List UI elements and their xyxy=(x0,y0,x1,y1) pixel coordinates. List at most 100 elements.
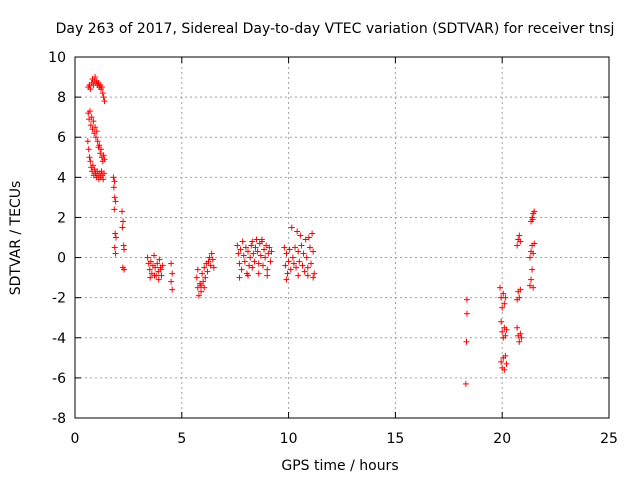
data-point xyxy=(247,254,254,261)
data-point xyxy=(236,260,243,267)
data-point xyxy=(514,242,521,249)
data-point xyxy=(235,250,242,257)
data-point xyxy=(200,278,207,285)
data-point xyxy=(463,338,470,345)
data-point xyxy=(253,236,260,243)
y-tick-label: 8 xyxy=(57,90,66,106)
data-point xyxy=(295,272,302,279)
data-point xyxy=(151,252,158,259)
data-point xyxy=(262,254,269,261)
y-tick-label: 6 xyxy=(57,130,66,146)
data-point xyxy=(241,258,248,265)
data-point xyxy=(152,264,159,271)
data-point xyxy=(157,266,164,273)
data-point xyxy=(100,94,107,101)
data-point xyxy=(92,134,99,141)
data-point xyxy=(111,244,118,251)
data-point xyxy=(254,248,261,255)
data-point xyxy=(87,122,94,129)
data-point xyxy=(498,358,505,365)
data-point xyxy=(501,300,508,307)
data-point xyxy=(112,198,119,205)
data-point xyxy=(498,318,505,325)
data-point xyxy=(88,114,95,121)
data-point xyxy=(89,162,96,169)
data-point xyxy=(298,242,305,249)
data-point xyxy=(238,266,245,273)
data-point xyxy=(198,282,205,289)
data-point xyxy=(86,154,93,161)
data-point xyxy=(98,146,105,153)
data-point xyxy=(310,248,317,255)
data-point xyxy=(242,244,249,251)
data-point xyxy=(516,338,523,345)
data-point xyxy=(296,258,303,265)
y-tick-label: 2 xyxy=(57,210,66,226)
data-point xyxy=(517,286,524,293)
data-point xyxy=(528,276,535,283)
data-point xyxy=(87,158,94,165)
data-point xyxy=(516,294,523,301)
data-point xyxy=(118,208,125,215)
y-tick-label: 0 xyxy=(57,251,66,267)
data-point xyxy=(303,254,310,261)
data-point xyxy=(121,266,128,273)
plot-frame xyxy=(74,56,610,419)
data-point xyxy=(290,260,297,267)
data-point xyxy=(263,242,270,249)
data-point xyxy=(266,244,273,251)
data-point xyxy=(234,242,241,249)
data-point xyxy=(526,282,533,289)
data-point xyxy=(284,270,291,277)
data-point xyxy=(304,264,311,271)
data-point xyxy=(304,272,311,279)
data-point xyxy=(156,256,163,263)
data-point xyxy=(311,270,318,277)
x-tick-label: 15 xyxy=(386,431,404,447)
data-point xyxy=(300,250,307,257)
data-point xyxy=(267,258,274,265)
data-point xyxy=(119,224,126,231)
data-point xyxy=(144,254,151,261)
data-point xyxy=(245,248,252,255)
data-point xyxy=(120,218,127,225)
data-point xyxy=(85,146,92,153)
data-point xyxy=(531,240,538,247)
data-point xyxy=(245,272,252,279)
data-point xyxy=(500,290,507,297)
data-points xyxy=(84,74,538,387)
data-point xyxy=(100,176,107,183)
data-point xyxy=(110,184,117,191)
data-point xyxy=(250,250,257,257)
data-point xyxy=(287,266,294,273)
data-point xyxy=(251,258,258,265)
data-point xyxy=(155,276,162,283)
data-point xyxy=(194,266,201,273)
data-point xyxy=(463,310,470,317)
y-tick-label: 10 xyxy=(48,50,66,66)
data-point xyxy=(199,270,206,277)
data-point xyxy=(146,266,153,273)
data-point xyxy=(502,352,509,359)
data-point xyxy=(295,248,302,255)
data-point xyxy=(502,294,509,301)
data-point xyxy=(283,250,290,257)
data-point xyxy=(195,292,202,299)
data-point xyxy=(526,254,533,261)
data-point xyxy=(305,234,312,241)
data-point xyxy=(310,274,317,281)
y-tick-label: -8 xyxy=(52,411,66,427)
data-point xyxy=(261,246,268,253)
data-point xyxy=(169,286,176,293)
data-point xyxy=(289,254,296,261)
data-point xyxy=(497,284,504,291)
data-point xyxy=(84,138,91,145)
data-point xyxy=(159,262,166,269)
data-point xyxy=(530,250,537,257)
data-point xyxy=(207,262,214,269)
data-point xyxy=(101,170,108,177)
data-point xyxy=(308,260,315,267)
data-point xyxy=(309,230,316,237)
data-point xyxy=(193,274,200,281)
data-point xyxy=(100,152,107,159)
